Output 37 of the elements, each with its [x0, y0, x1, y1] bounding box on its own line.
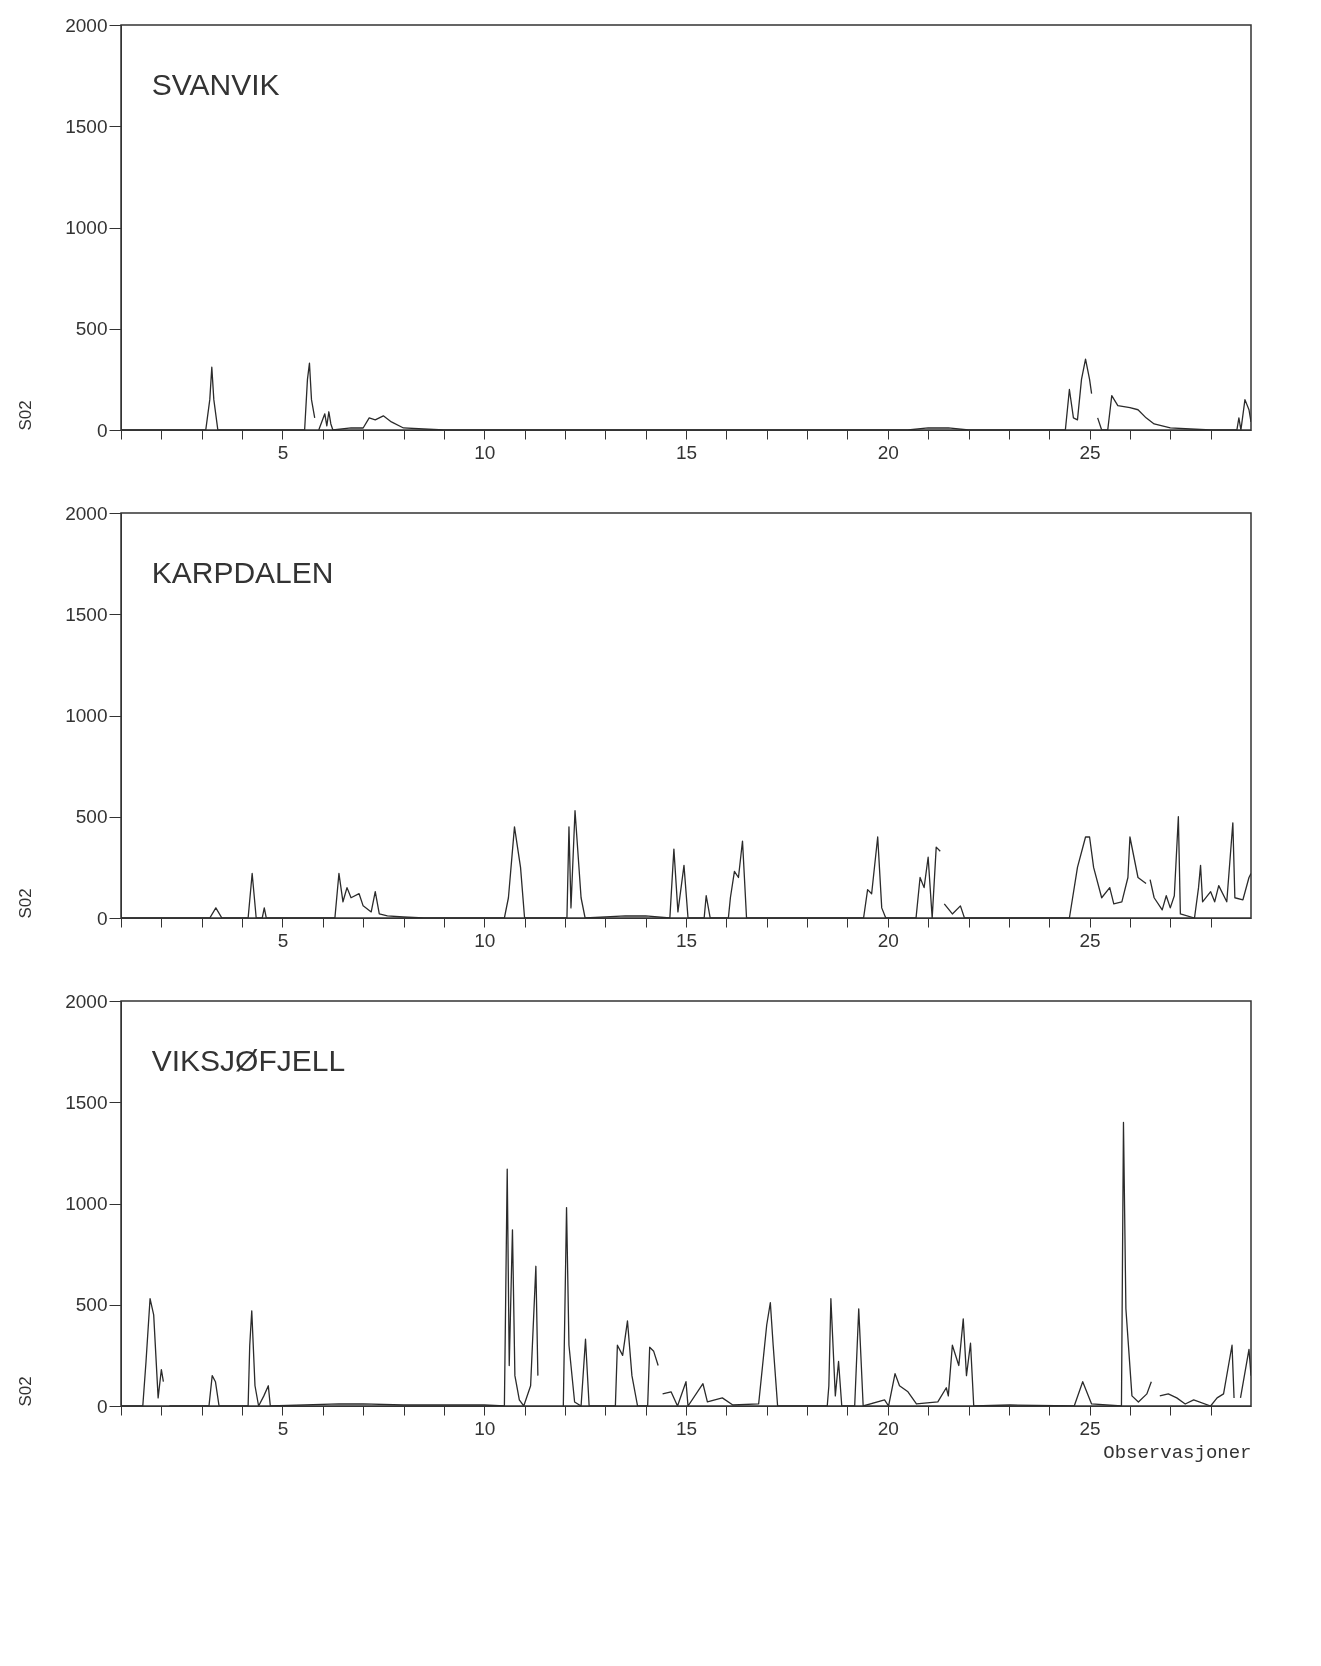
y-tick-label: 1500 [65, 603, 108, 625]
text: SVANVIK [151, 68, 280, 101]
y-tick-label: 1000 [65, 217, 108, 238]
y-tick-label: 1500 [65, 115, 108, 137]
text: KARPDALEN [151, 556, 334, 589]
y-tick-label: 500 [75, 1294, 108, 1316]
y-tick-label: 2000 [65, 14, 108, 36]
y-tick-label: 500 [75, 806, 108, 828]
x-tick-label: 10 [474, 929, 496, 951]
x-tick-label: 5 [277, 929, 289, 951]
y-tick-label: 0 [96, 1395, 108, 1417]
x-axis-title: Observasjoner [1103, 1441, 1252, 1464]
y-tick-label: 2000 [65, 502, 108, 524]
x-tick-label: 20 [877, 929, 899, 951]
y-tick-label: 1000 [65, 1193, 108, 1214]
x-tick-label: 25 [1079, 929, 1101, 951]
x-tick-label: 20 [877, 441, 899, 463]
y-tick-label: 2000 [65, 990, 108, 1012]
y-axis-title: S02 [16, 400, 36, 431]
y-tick-label: 0 [96, 419, 108, 441]
x-tick-label: 25 [1079, 1417, 1101, 1439]
text: VIKSJØFJELL [151, 1044, 346, 1077]
y-tick-label: 1000 [65, 705, 108, 726]
x-tick-label: 15 [675, 1417, 698, 1439]
x-tick-label: 5 [277, 441, 289, 463]
y-tick-label: 500 [75, 318, 108, 340]
y-tick-label: 0 [96, 907, 108, 929]
y-axis-title: S02 [16, 1376, 36, 1407]
x-tick-label: 10 [474, 441, 496, 463]
y-tick-label: 1500 [65, 1091, 108, 1113]
x-tick-label: 10 [474, 1417, 496, 1439]
x-tick-label: 25 [1079, 441, 1101, 463]
x-tick-label: 15 [675, 929, 698, 951]
y-axis-title: S02 [16, 888, 36, 919]
x-tick-label: 15 [675, 441, 698, 463]
x-tick-label: 20 [877, 1417, 899, 1439]
x-tick-label: 5 [277, 1417, 289, 1439]
